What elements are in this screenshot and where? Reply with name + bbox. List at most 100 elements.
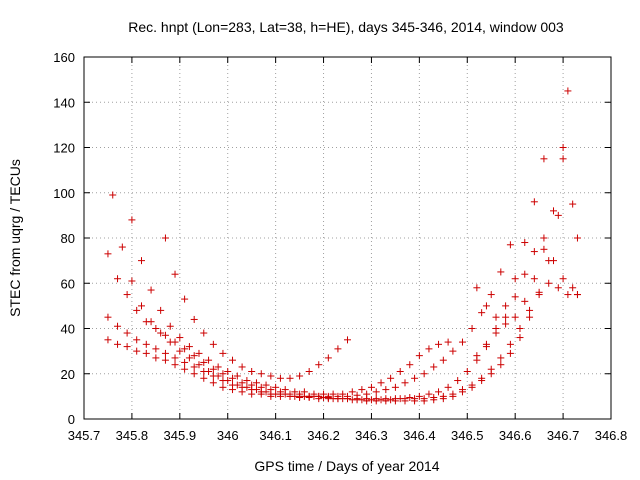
- data-point: [181, 295, 189, 303]
- data-point: [195, 349, 203, 357]
- data-point: [157, 306, 165, 314]
- data-point: [411, 374, 419, 382]
- data-point: [320, 390, 328, 398]
- data-point: [224, 367, 232, 375]
- data-point: [348, 396, 356, 404]
- data-point: [118, 243, 126, 251]
- data-point: [530, 198, 538, 206]
- data-point: [391, 383, 399, 391]
- data-point: [396, 367, 404, 375]
- y-axis-title: STEC from uqrg / TECUs: [7, 159, 23, 317]
- data-point: [449, 347, 457, 355]
- y-tick-label: 80: [61, 231, 75, 246]
- data-point: [190, 315, 198, 323]
- data-point: [296, 394, 304, 402]
- data-point: [492, 329, 500, 337]
- data-point: [348, 388, 356, 396]
- data-point: [267, 392, 275, 400]
- data-point: [559, 155, 567, 163]
- data-point: [334, 345, 342, 353]
- data-point: [573, 234, 581, 242]
- data-point: [190, 370, 198, 378]
- data-point: [334, 395, 342, 403]
- data-point: [387, 396, 395, 404]
- plot-frame: [83, 56, 612, 420]
- data-point: [372, 395, 380, 403]
- data-point: [166, 338, 174, 346]
- data-point: [262, 381, 270, 389]
- data-point: [324, 354, 332, 362]
- data-point: [444, 338, 452, 346]
- data-point: [200, 374, 208, 382]
- x-tick-label: 346.7: [547, 428, 580, 443]
- data-point: [195, 361, 203, 369]
- data-point: [344, 336, 351, 344]
- data-point: [176, 347, 184, 355]
- data-point: [152, 325, 160, 332]
- x-tick-label: 346.1: [259, 428, 292, 443]
- data-point: [324, 395, 332, 403]
- data-point: [382, 395, 390, 403]
- data-point: [401, 379, 409, 387]
- y-tick-label: 20: [61, 367, 75, 382]
- y-tick-label: 140: [53, 95, 75, 110]
- data-point: [415, 392, 423, 400]
- data-point: [540, 234, 548, 242]
- data-point: [406, 361, 414, 369]
- data-point: [238, 363, 246, 371]
- x-tick-label: 346.5: [451, 428, 484, 443]
- data-point: [181, 345, 189, 353]
- data-point: [439, 356, 447, 364]
- data-point: [468, 381, 476, 389]
- data-point: [185, 343, 193, 351]
- data-point: [406, 394, 414, 402]
- data-point: [478, 374, 486, 382]
- data-point: [363, 395, 371, 403]
- data-point: [430, 363, 438, 371]
- data-point: [147, 286, 155, 294]
- data-point: [248, 390, 256, 398]
- data-point: [147, 318, 155, 326]
- data-point: [219, 370, 227, 378]
- data-point: [200, 329, 208, 337]
- data-point: [511, 275, 519, 283]
- data-point: [497, 361, 505, 369]
- data-point: [478, 309, 486, 317]
- data-point: [157, 329, 165, 337]
- data-point: [305, 394, 313, 402]
- data-points: [104, 87, 581, 405]
- data-point: [104, 313, 112, 321]
- data-point: [540, 245, 548, 253]
- data-point: [425, 390, 433, 398]
- data-point: [516, 325, 524, 332]
- data-point: [550, 257, 558, 265]
- x-tick-label: 345.9: [164, 428, 197, 443]
- data-point: [521, 297, 529, 305]
- data-point: [329, 390, 337, 398]
- y-tick-label: 120: [53, 141, 75, 156]
- data-point: [248, 367, 256, 375]
- data-point: [382, 386, 390, 394]
- y-tick-label: 100: [53, 186, 75, 201]
- data-point: [291, 388, 299, 396]
- data-point: [152, 345, 160, 353]
- data-point: [114, 275, 122, 283]
- data-point: [152, 354, 160, 362]
- data-point: [214, 363, 222, 371]
- data-point: [190, 352, 198, 360]
- data-point: [401, 395, 409, 403]
- data-point: [358, 386, 366, 394]
- data-point: [181, 358, 189, 366]
- data-point: [257, 390, 265, 398]
- y-tick-label: 40: [61, 322, 75, 337]
- data-point: [482, 340, 490, 348]
- data-point: [444, 383, 452, 391]
- data-point: [545, 279, 553, 287]
- data-point: [171, 354, 179, 362]
- data-point: [128, 277, 136, 285]
- data-point: [550, 207, 558, 215]
- x-tick-label: 346.3: [355, 428, 388, 443]
- data-point: [176, 334, 184, 342]
- data-point: [166, 322, 174, 330]
